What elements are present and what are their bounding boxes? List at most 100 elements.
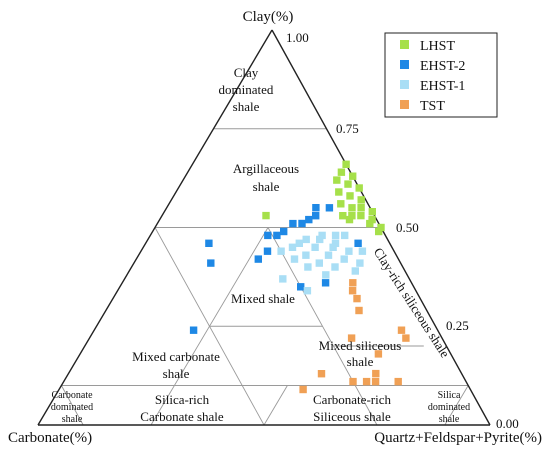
point-ehst-2	[207, 259, 215, 267]
point-tst	[299, 385, 307, 394]
point-ehst-2	[264, 231, 272, 240]
legend-label-lhst: LHST	[420, 39, 455, 54]
point-ehst-2	[321, 279, 330, 287]
point-ehst-1	[331, 231, 340, 240]
boundary-line	[263, 385, 288, 426]
point-lhst	[368, 208, 376, 216]
point-ehst-1	[315, 259, 323, 267]
region-label: Carbonate-rich	[313, 392, 391, 407]
legend-swatch-tst	[400, 100, 409, 109]
legend-swatch-ehst-1	[400, 80, 409, 89]
tick-label: 0.25	[446, 318, 469, 333]
point-lhst	[348, 204, 356, 212]
point-ehst-1	[341, 231, 349, 240]
point-ehst-1	[302, 251, 310, 259]
point-lhst	[333, 176, 341, 184]
legend: LHST EHST-2 EHST-1 TST	[384, 32, 498, 118]
point-tst	[355, 306, 363, 315]
point-ehst-2	[254, 255, 262, 263]
axis-title-clay: Clay(%)	[243, 9, 294, 25]
region-label: Siliceous shale	[313, 409, 391, 424]
data-points	[189, 160, 410, 394]
legend-swatch-lhst	[400, 40, 409, 49]
point-ehst-2	[298, 219, 306, 228]
point-lhst	[337, 200, 345, 208]
point-ehst-1	[311, 243, 319, 251]
axis-title-quartz-feldspar-pyrite: Quartz+Feldspar+Pyrite(%)	[374, 430, 542, 446]
region-label: Silica	[438, 390, 461, 401]
point-ehst-1	[295, 239, 303, 247]
region-clay-dominated-shale: Clay dominated shale	[219, 65, 274, 114]
boundary-line	[444, 385, 469, 426]
point-tst	[374, 350, 383, 358]
legend-label-ehst-2: EHST-2	[420, 59, 465, 74]
point-ehst-1	[322, 271, 330, 279]
point-tst	[372, 369, 380, 378]
point-lhst	[262, 211, 270, 220]
point-ehst-1	[331, 263, 339, 271]
point-ehst-1	[304, 263, 312, 271]
point-lhst	[375, 227, 383, 236]
point-lhst	[349, 172, 357, 180]
point-ehst-1	[277, 247, 285, 255]
region-label: shale	[439, 414, 460, 425]
legend-swatch-ehst-2	[400, 60, 409, 69]
point-ehst-1	[303, 287, 312, 295]
point-tst	[353, 294, 361, 303]
point-ehst-2	[312, 204, 320, 212]
point-ehst-1	[279, 275, 287, 283]
region-label: Silica-rich	[155, 392, 210, 407]
point-tst	[397, 326, 406, 334]
point-tst	[348, 287, 357, 295]
point-lhst	[357, 211, 365, 220]
point-ehst-2	[205, 239, 213, 247]
region-label: Clay	[234, 65, 259, 80]
point-lhst	[339, 212, 347, 220]
point-ehst-1	[329, 243, 337, 251]
region-mixed-siliceous-shale: Mixed siliceous shale	[319, 338, 402, 369]
point-tst	[347, 334, 356, 342]
point-ehst-2	[297, 283, 305, 291]
point-ehst-1	[340, 255, 348, 263]
region-label: shale	[233, 99, 260, 114]
region-label: shale	[253, 179, 280, 194]
point-tst	[394, 377, 402, 386]
point-lhst	[337, 168, 346, 176]
point-tst	[349, 279, 357, 287]
legend-label-ehst-1: EHST-1	[420, 79, 465, 94]
point-lhst	[344, 180, 352, 188]
region-silica-dominated-shale: Silica dominated shale	[428, 390, 470, 425]
point-ehst-1	[302, 235, 310, 244]
region-label: shale	[62, 414, 83, 425]
point-ehst-1	[316, 235, 324, 244]
point-ehst-2	[189, 326, 198, 334]
point-ehst-1	[345, 247, 353, 255]
legend-label-tst: TST	[420, 99, 445, 114]
point-ehst-2	[263, 247, 272, 255]
point-ehst-2	[305, 215, 313, 224]
point-ehst-1	[351, 267, 359, 275]
region-label: Carbonate shale	[140, 409, 224, 424]
triangle-edge	[37, 29, 273, 426]
region-label: dominated	[428, 402, 470, 413]
region-mixed-carbonate-shale: Mixed carbonate shale	[132, 349, 220, 381]
point-ehst-2	[312, 212, 320, 220]
point-tst	[402, 334, 410, 342]
point-ehst-2	[325, 204, 334, 212]
region-label: Mixed carbonate	[132, 349, 220, 364]
region-label: dominated	[51, 402, 93, 413]
point-lhst	[368, 215, 376, 224]
point-ehst-1	[358, 247, 367, 255]
region-label: Mixed siliceous	[319, 338, 402, 353]
point-ehst-1	[324, 251, 333, 259]
point-ehst-1	[288, 243, 297, 251]
point-lhst	[357, 196, 365, 204]
boundary-line	[61, 385, 84, 426]
tick-label: 0.00	[496, 416, 519, 431]
point-lhst	[345, 215, 354, 224]
point-tst	[371, 377, 380, 386]
point-ehst-1	[318, 231, 326, 240]
region-argillaceous-shale: Argillaceous shale	[233, 161, 299, 194]
point-lhst	[342, 160, 350, 168]
